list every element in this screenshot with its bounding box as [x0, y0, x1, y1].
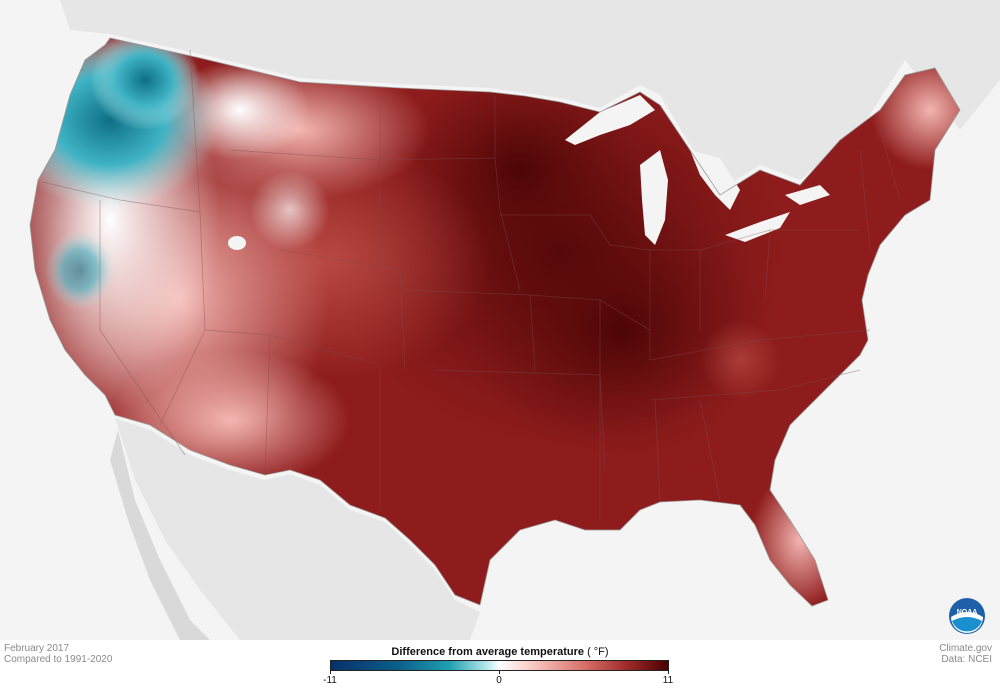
baja-peninsula [110, 430, 210, 640]
noaa-logo-text: NOAA [957, 609, 978, 616]
legend-colorbar [330, 660, 669, 671]
map-date: February 2017 [4, 643, 70, 654]
great-salt-lake [228, 236, 246, 250]
credit-data: Data: NCEI [941, 654, 992, 665]
us-outline [29, 37, 961, 607]
tick-mark-max [668, 671, 669, 674]
lake-erie [725, 212, 790, 242]
canada-land [60, 0, 1000, 190]
legend-title: Difference from average temperature ( °F… [0, 646, 1000, 658]
mexico-land [115, 418, 480, 640]
lake-michigan [640, 150, 668, 245]
tick-mark-mid [499, 671, 500, 674]
legend-tick-min: -11 [323, 675, 337, 686]
legend-tick-mid: 0 [496, 675, 502, 686]
great-lakes [228, 95, 830, 250]
lake-ontario [785, 185, 830, 205]
noaa-logo-icon: NOAA [949, 598, 985, 634]
lake-superior [565, 95, 655, 145]
credit-source: Climate.gov [939, 643, 992, 654]
legend-tick-max: 11 [662, 675, 674, 686]
baseline-period: Compared to 1991-2020 [4, 654, 113, 665]
state-boundaries [41, 49, 901, 520]
temperature-anomaly-map [29, 0, 1000, 640]
lake-huron [690, 150, 740, 210]
legend-title-text: Difference from average temperature [391, 646, 584, 658]
legend-footer: February 2017 Compared to 1991-2020 Clim… [0, 640, 1000, 690]
legend-unit: ( °F) [587, 646, 609, 658]
tick-mark-min [330, 671, 331, 674]
